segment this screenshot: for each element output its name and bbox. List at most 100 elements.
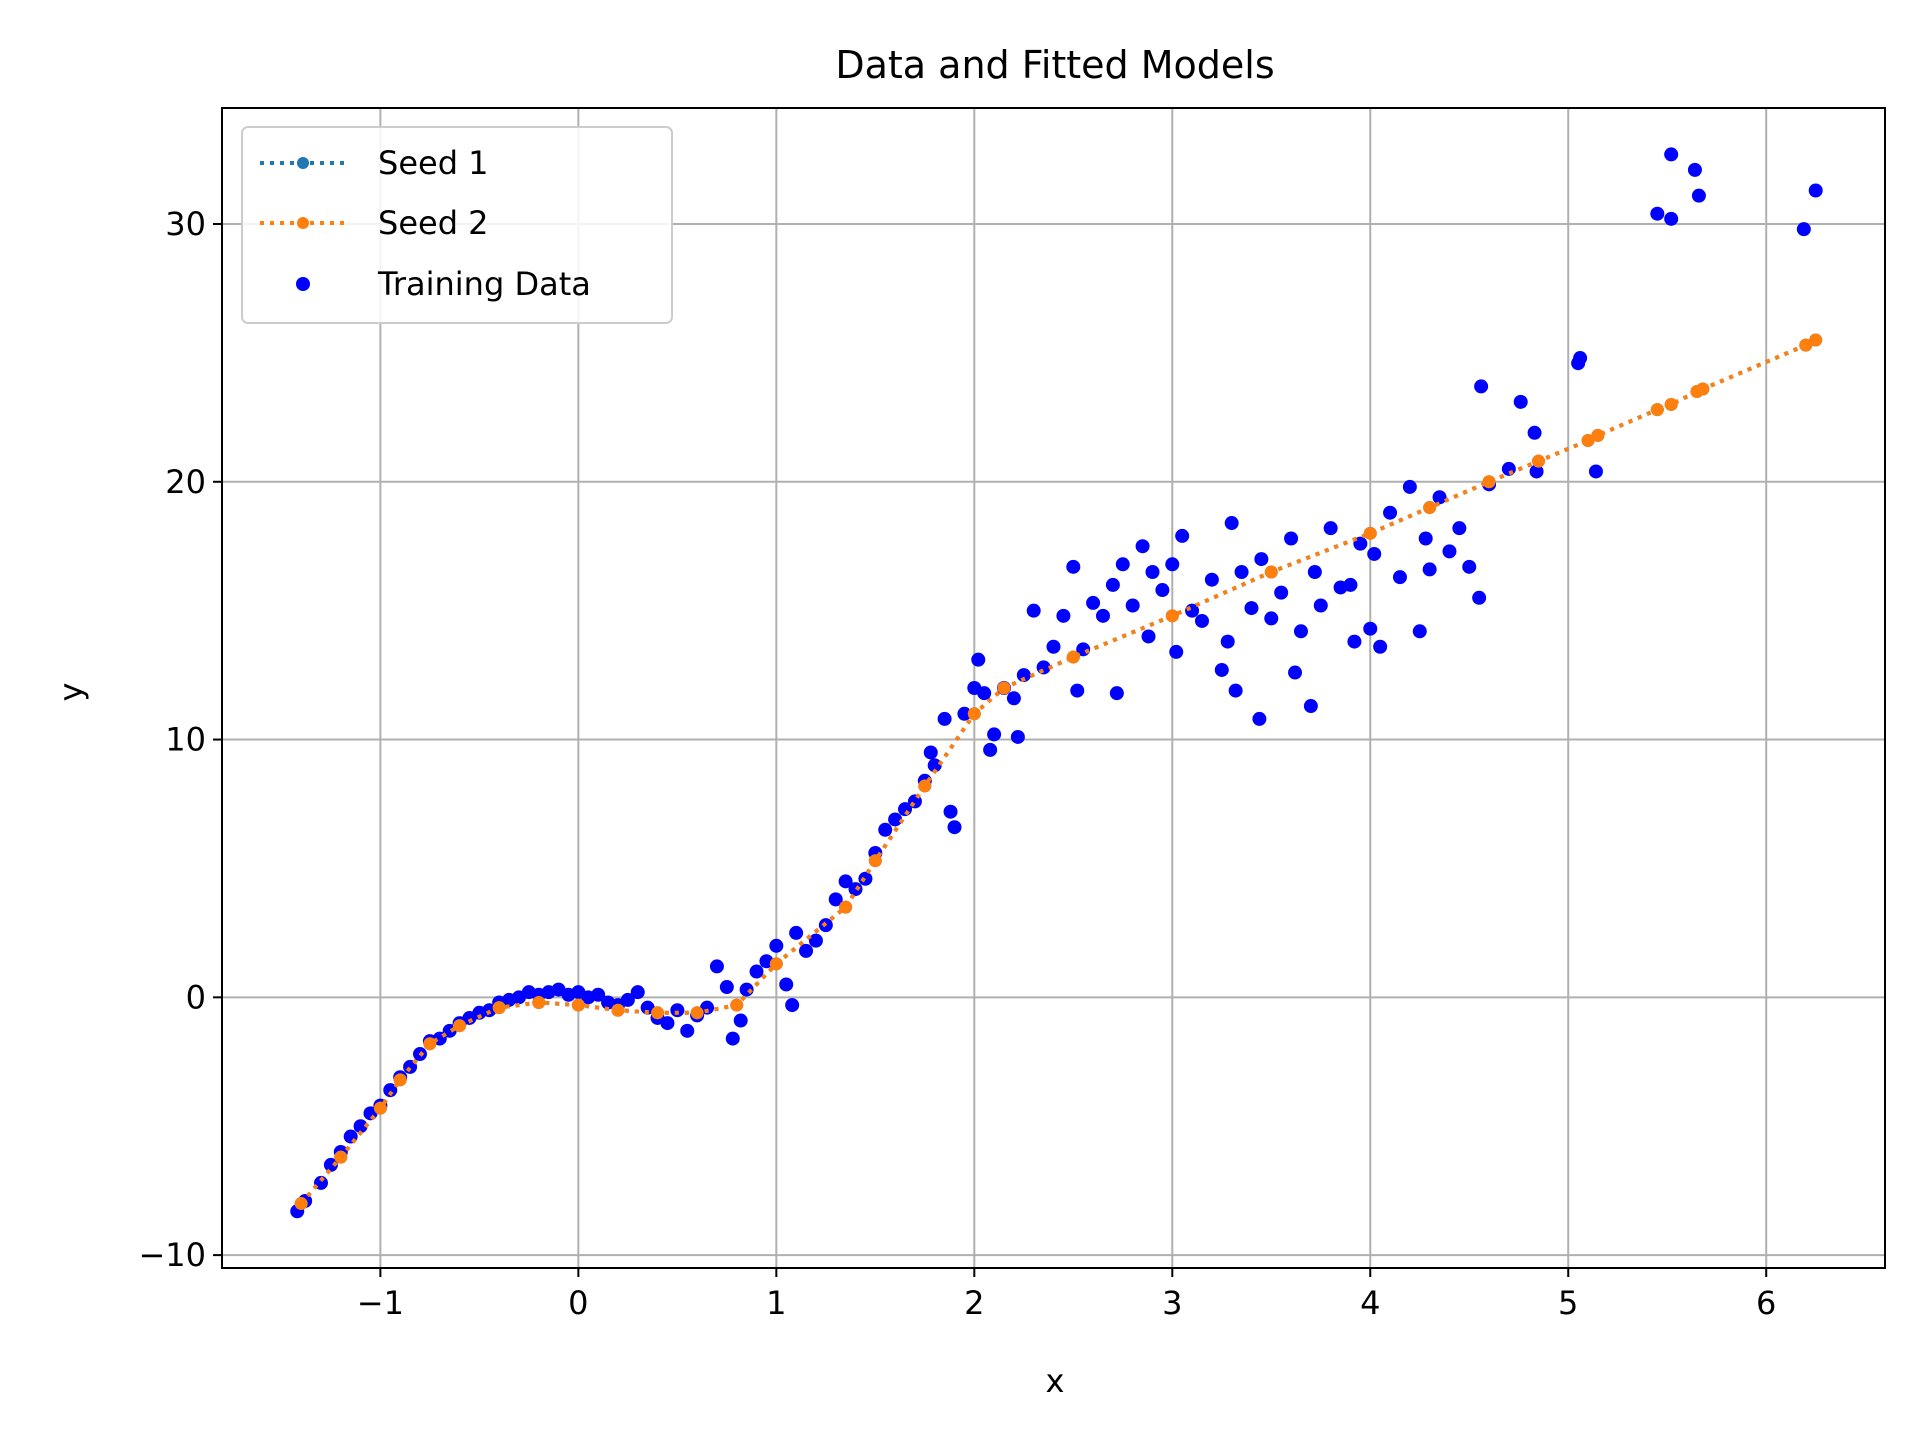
training-data-point <box>591 987 606 1002</box>
y-tick-label: −10 <box>138 1236 206 1274</box>
seed-2-marker <box>1581 434 1595 448</box>
training-data-point <box>353 1119 368 1134</box>
training-data-point <box>1527 425 1542 440</box>
seed-2-marker <box>1423 501 1437 515</box>
training-data-point <box>878 822 893 837</box>
seed-2-marker <box>997 681 1011 695</box>
training-data-point <box>709 959 724 974</box>
training-data-point <box>1006 691 1021 706</box>
training-data-point <box>848 882 863 897</box>
seed-2-marker <box>690 1006 704 1020</box>
legend-marker-seed-1 <box>297 157 309 169</box>
training-data-point <box>1513 394 1528 409</box>
seed-2-marker <box>1264 565 1278 579</box>
training-data-point <box>1796 222 1811 237</box>
training-data-point <box>1165 557 1180 572</box>
x-axis-title: x <box>1046 1362 1065 1400</box>
x-tick-label: −1 <box>357 1284 404 1322</box>
training-data-point <box>1474 379 1489 394</box>
seed-1-line <box>299 338 1817 1205</box>
seed-2-marker <box>453 1019 467 1033</box>
training-data-point <box>785 998 800 1013</box>
training-data-point <box>749 964 764 979</box>
y-tick-label: 10 <box>165 721 206 759</box>
training-data-point <box>888 812 903 827</box>
training-data-point <box>779 977 794 992</box>
training-data-point <box>640 1000 655 1015</box>
training-data-point <box>1462 559 1477 574</box>
training-data-point <box>1145 565 1160 579</box>
y-axis-title: y <box>52 683 90 702</box>
training-data-point <box>838 874 853 889</box>
training-data-point <box>1070 683 1085 698</box>
training-data-point <box>1422 562 1437 577</box>
y-tick-label: 30 <box>165 205 206 243</box>
training-data-point <box>1056 608 1071 623</box>
training-data-point <box>1418 531 1433 546</box>
training-data-point <box>1228 683 1243 698</box>
training-data-point <box>1650 206 1665 221</box>
x-tick-label: 1 <box>766 1284 786 1322</box>
training-data-point <box>971 652 986 667</box>
seed-2-marker <box>918 779 932 793</box>
seed-2-marker <box>769 957 783 971</box>
seed-2-marker <box>967 707 981 721</box>
legend-label-training-data: Training Data <box>377 265 591 303</box>
seed-2-marker <box>334 1150 348 1164</box>
training-data-point <box>1588 464 1603 479</box>
training-data-point <box>1125 598 1140 613</box>
training-data-point <box>1155 583 1170 598</box>
training-data-point <box>1343 577 1358 592</box>
training-data-point <box>1204 572 1219 587</box>
training-data-point <box>1383 505 1398 520</box>
training-data-point <box>1392 570 1407 585</box>
training-data-point <box>808 933 823 948</box>
training-data-point <box>927 758 942 773</box>
training-data-point <box>957 706 972 721</box>
seed-2-marker <box>1696 382 1710 396</box>
training-data-point <box>620 992 635 1007</box>
training-data-point <box>1194 613 1209 628</box>
training-data-point <box>1284 531 1299 546</box>
training-data-point <box>789 925 804 940</box>
training-data-point <box>1664 147 1679 162</box>
training-data-point <box>1214 662 1229 677</box>
seed-2-marker <box>1165 609 1179 623</box>
training-data-point <box>1303 699 1318 714</box>
y-tick-label: 20 <box>165 463 206 501</box>
plot-frame <box>221 107 1886 1269</box>
training-data-point <box>739 982 754 997</box>
training-data-point <box>670 1003 685 1018</box>
training-data-point <box>733 1013 748 1028</box>
seed-2-marker <box>1591 428 1605 442</box>
training-data-point <box>1573 351 1588 366</box>
legend-entry-seed-1: Seed 1 <box>260 144 489 182</box>
training-data-point <box>769 938 784 953</box>
training-data-point <box>1373 639 1388 654</box>
training-data-point <box>1412 624 1427 639</box>
legend-label-seed-1: Seed 1 <box>378 144 489 182</box>
training-data-point <box>1224 516 1239 531</box>
training-data-point <box>1010 729 1025 744</box>
seed-2-marker <box>868 854 882 868</box>
training-data-point <box>1264 611 1279 626</box>
seed-2-line <box>299 338 1817 1205</box>
x-tick-label: 2 <box>964 1284 984 1322</box>
seed-2-marker <box>1363 526 1377 540</box>
legend-box <box>241 126 673 324</box>
training-data-point <box>1323 521 1338 536</box>
training-data-point <box>630 985 645 1000</box>
training-data-point <box>1288 665 1303 680</box>
seed-2-marker <box>423 1037 437 1051</box>
training-data-point <box>1808 183 1823 198</box>
seed-2-marker <box>1482 475 1496 489</box>
training-data-point <box>1244 601 1259 616</box>
seed-2-marker <box>1066 650 1080 664</box>
seed-2-marker <box>1664 397 1678 411</box>
legend: Seed 1 Seed 2 Training Data <box>241 126 673 324</box>
training-data-point <box>1066 559 1081 574</box>
training-data-point <box>1347 634 1362 649</box>
legend-marker-seed-2 <box>297 217 309 229</box>
